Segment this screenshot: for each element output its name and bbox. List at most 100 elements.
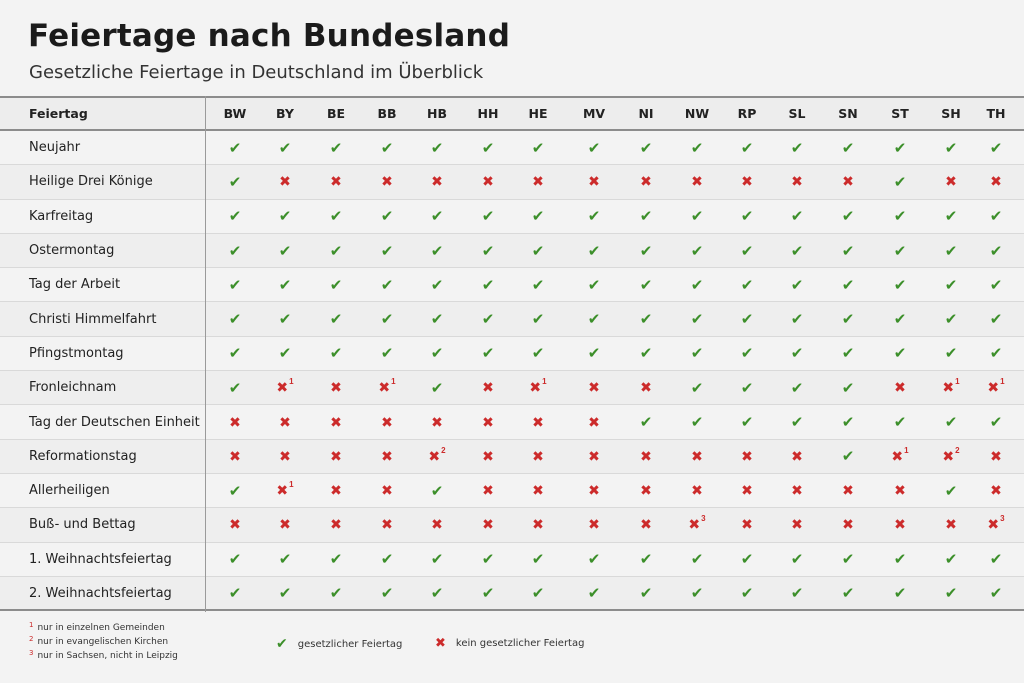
cell-nw: ✔	[677, 234, 717, 267]
check-icon: ✔	[740, 276, 754, 294]
check-icon: ✔	[790, 345, 804, 363]
cell-sl: ✔	[777, 200, 817, 233]
cell-bw: ✔	[215, 200, 255, 233]
cross-icon: ✖	[741, 173, 753, 190]
check-icon: ✔	[531, 242, 545, 260]
cross-icon: ✖	[791, 447, 803, 464]
table-row: Tag der Deutschen Einheit ✖ ✖ ✖ ✖ ✖ ✖ ✖ ✖ ✔ ✔ ✔ ✔ ✔ ✔ ✔…	[0, 405, 1024, 440]
check-icon: ✔	[790, 379, 804, 397]
check-icon: ✔	[841, 379, 855, 397]
check-icon: ✔	[531, 276, 545, 294]
check-icon: ✔	[587, 551, 601, 569]
cell-mv: ✖	[574, 371, 614, 404]
check-icon: ✔	[790, 242, 804, 260]
check-icon: ✔	[639, 345, 653, 363]
cell-hh: ✖	[468, 165, 508, 198]
check-icon: ✔	[740, 208, 754, 226]
cell-sl: ✖	[777, 508, 817, 541]
cell-th: ✔	[976, 543, 1016, 576]
cell-hb: ✔	[417, 474, 457, 507]
cross-icon: ✖	[435, 636, 446, 651]
header-state-sh: SH	[941, 106, 961, 121]
cell-bw: ✔	[215, 268, 255, 301]
cell-hb: ✔	[417, 337, 457, 370]
cross-icon: ✖	[894, 482, 906, 499]
cell-sl: ✔	[777, 268, 817, 301]
table-row: Heilige Drei Könige ✔ ✖ ✖ ✖ ✖ ✖ ✖ ✖ ✖ ✖ ✖ ✖ ✖ ✔ ✖ ✖	[0, 165, 1024, 200]
cell-mv: ✔	[574, 577, 614, 609]
holiday-name: Buß- und Bettag	[29, 517, 136, 533]
cell-st: ✔	[880, 165, 920, 198]
cross-icon: ✖	[990, 447, 1002, 464]
check-icon: ✔	[587, 276, 601, 294]
cell-hh: ✔	[468, 200, 508, 233]
check-icon: ✔	[893, 173, 907, 191]
check-icon: ✔	[944, 208, 958, 226]
cell-hb: ✖	[417, 405, 457, 438]
table-row: Karfreitag ✔ ✔ ✔ ✔ ✔ ✔ ✔ ✔ ✔ ✔ ✔ ✔ ✔ ✔ ✔ ✔	[0, 200, 1024, 234]
cell-st: ✖	[880, 474, 920, 507]
cell-ni: ✔	[626, 131, 666, 164]
table-row: 2. Weihnachtsfeiertag ✔ ✔ ✔ ✔ ✔ ✔ ✔ ✔ ✔ ✔ ✔ ✔ ✔ ✔ ✔ ✔	[0, 576, 1024, 612]
cell-hh: ✖	[468, 405, 508, 438]
check-icon: ✔	[944, 414, 958, 432]
cell-be: ✔	[316, 302, 356, 335]
cross-icon: ✖	[842, 173, 854, 190]
cross-icon: ✖	[229, 516, 241, 533]
check-icon: ✔	[790, 311, 804, 329]
check-icon: ✔	[278, 208, 292, 226]
cell-be: ✔	[316, 337, 356, 370]
cell-nw: ✔	[677, 302, 717, 335]
header-state-ni: NI	[638, 106, 654, 121]
footnote-marker: 3	[701, 514, 706, 524]
check-icon: ✔	[380, 208, 394, 226]
holiday-name: Ostermontag	[29, 243, 115, 259]
holiday-name: Christi Himmelfahrt	[29, 311, 157, 327]
cell-he: ✔	[518, 543, 558, 576]
cell-rp: ✔	[727, 234, 767, 267]
cell-rp: ✔	[727, 405, 767, 438]
cross-icon: ✖	[741, 516, 753, 533]
check-icon: ✔	[481, 551, 495, 569]
check-icon: ✔	[278, 242, 292, 260]
check-icon: ✔	[740, 345, 754, 363]
holiday-table: Feiertag BW BY BE BB HB HH HE MV NI NW RP SL SN ST SH T…	[0, 96, 1024, 612]
cell-bb: ✖	[367, 165, 407, 198]
cell-bw: ✔	[215, 302, 255, 335]
check-icon: ✔	[278, 139, 292, 157]
cell-mv: ✔	[574, 302, 614, 335]
cell-be: ✔	[316, 268, 356, 301]
cross-icon: ✖	[330, 482, 342, 499]
cross-icon: ✖	[842, 482, 854, 499]
cross-icon: ✖	[482, 173, 494, 190]
check-icon: ✔	[944, 585, 958, 602]
check-icon: ✔	[481, 276, 495, 294]
cross-icon: ✖	[381, 447, 393, 464]
holiday-name: Heilige Drei Könige	[29, 174, 153, 190]
check-icon: ✔	[380, 242, 394, 260]
cell-st: ✔	[880, 131, 920, 164]
cross-icon: ✖	[791, 516, 803, 533]
check-icon: ✔	[430, 242, 444, 260]
check-icon: ✔	[841, 139, 855, 157]
cross-icon: ✖	[691, 173, 703, 190]
cross-icon: ✖	[945, 173, 957, 190]
cell-bb: ✖ 1	[367, 371, 407, 404]
cell-be: ✖	[316, 405, 356, 438]
cross-icon: ✖	[482, 447, 494, 464]
check-icon: ✔	[841, 585, 855, 602]
cell-sn: ✔	[828, 371, 868, 404]
cell-sh: ✔	[931, 337, 971, 370]
cell-by: ✖	[265, 508, 305, 541]
cell-bb: ✔	[367, 337, 407, 370]
cell-he: ✔	[518, 268, 558, 301]
cell-bw: ✖	[215, 508, 255, 541]
cross-icon: ✖	[987, 379, 1000, 396]
cell-th: ✖ 1	[976, 371, 1016, 404]
check-icon: ✔	[329, 345, 343, 363]
cell-sh: ✖	[931, 165, 971, 198]
cell-by: ✔	[265, 131, 305, 164]
cell-hh: ✖	[468, 508, 508, 541]
cell-nw: ✔	[677, 405, 717, 438]
cell-he: ✔	[518, 234, 558, 267]
